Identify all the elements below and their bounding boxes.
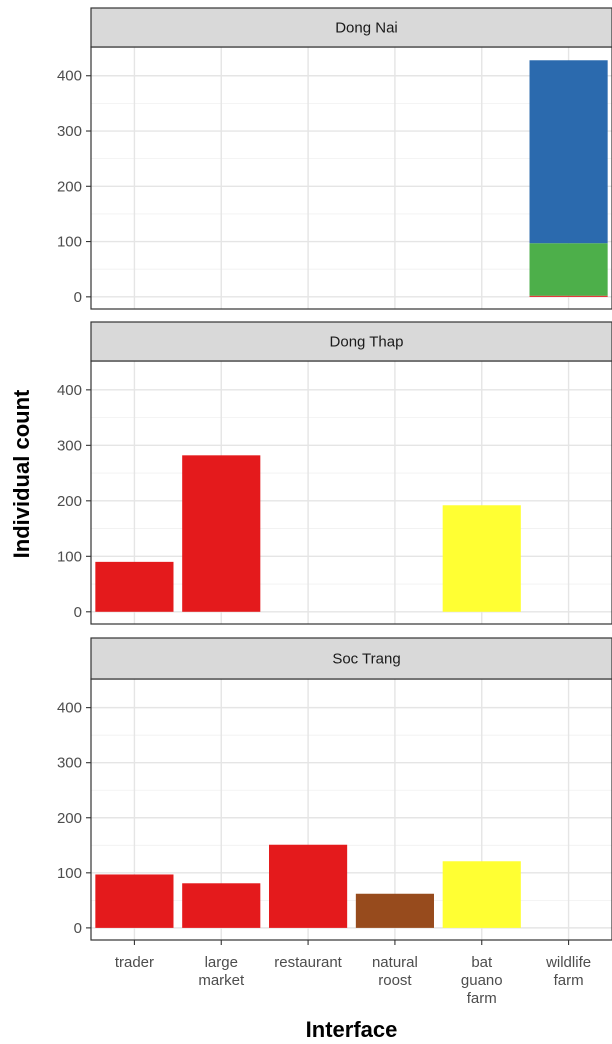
x-tick-label-restaurant: restaurant (274, 954, 342, 971)
bar-wildlife-farm-segment-3 (529, 60, 608, 244)
strip-background (90, 637, 612, 680)
x-tick-label-bat-guano-farm: farm (467, 990, 497, 1007)
x-tick-label-wildlife-farm: farm (554, 972, 584, 989)
y-axis-title: Individual count (9, 389, 34, 558)
panel-2: Dong Thap 0 100 200 300 400 (57, 321, 612, 625)
panel-background (91, 679, 612, 940)
x-tick-label-natural-roost: natural (372, 954, 418, 971)
y-tick-label: 100 (57, 234, 82, 251)
bar-wildlife-farm-segment-1 (529, 295, 608, 297)
bar-large-market-segment-1 (182, 883, 261, 928)
x-axis-title: Interface (306, 1017, 398, 1042)
strip-title: Dong Thap (330, 334, 404, 351)
strip-background (90, 7, 612, 48)
bar-trader-segment-1 (95, 874, 174, 928)
y-tick-label: 200 (57, 493, 82, 510)
x-tick-label-natural-roost: roost (378, 972, 412, 989)
y-tick-label: 0 (74, 289, 82, 306)
x-tick-label-wildlife-farm: wildlife (545, 954, 591, 971)
panel-3: Soc Trang 0 100 200 300 400 (57, 637, 612, 941)
y-tick-label: 400 (57, 700, 82, 717)
panel-background (91, 47, 612, 309)
bar-bat-guano-farm-segment-1 (442, 505, 521, 612)
strip-title: Dong Nai (335, 20, 398, 37)
bar-trader-segment-1 (95, 561, 174, 612)
y-tick-label: 300 (57, 123, 82, 140)
panel-background (91, 361, 612, 624)
strip-background (90, 321, 612, 362)
x-tick-label-bat-guano-farm: guano (461, 972, 503, 989)
x-tick-label-bat-guano-farm: bat (471, 954, 493, 971)
y-tick-label: 400 (57, 382, 82, 399)
bar-bat-guano-farm-segment-1 (442, 861, 521, 928)
y-tick-label: 300 (57, 437, 82, 454)
bar-restaurant-segment-1 (269, 844, 348, 928)
panel-1: Dong Nai 0 100 200 300 400 (57, 7, 612, 310)
y-tick-label: 300 (57, 755, 82, 772)
y-tick-label: 100 (57, 548, 82, 565)
bar-large-market-segment-1 (182, 455, 261, 612)
y-tick-label: 200 (57, 178, 82, 195)
x-tick-label-large-market: market (198, 972, 245, 989)
y-tick-label: 0 (74, 604, 82, 621)
y-tick-label: 200 (57, 810, 82, 827)
y-tick-label: 0 (74, 920, 82, 937)
strip-title: Soc Trang (332, 651, 400, 668)
x-tick-label-trader: trader (115, 954, 154, 971)
y-tick-label: 100 (57, 865, 82, 882)
x-tick-label-large-market: large (205, 954, 238, 971)
bar-natural-roost-segment-1 (355, 893, 434, 928)
y-tick-label: 400 (57, 68, 82, 85)
bar-wildlife-farm-segment-2 (529, 243, 608, 296)
